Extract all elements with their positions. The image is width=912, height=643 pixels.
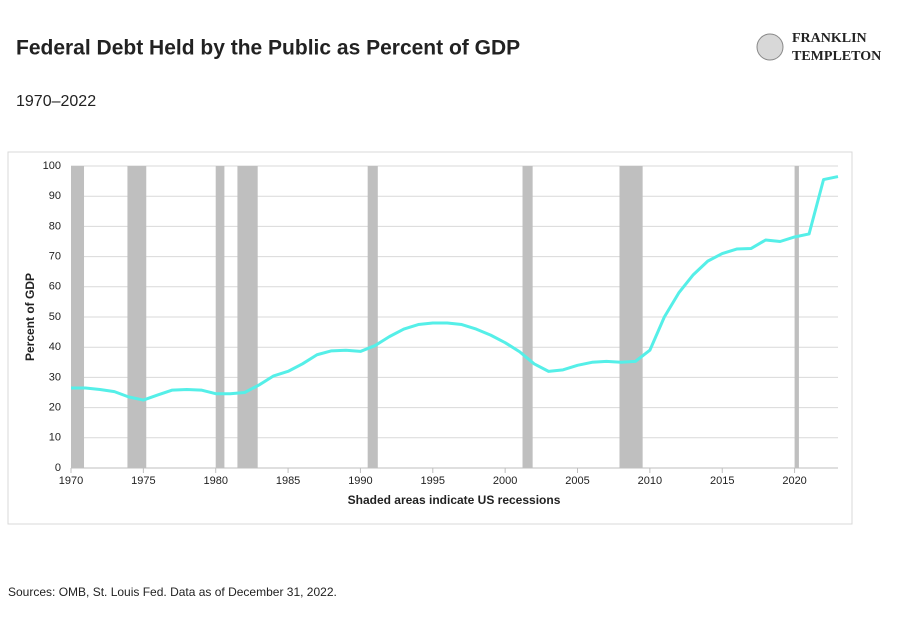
x-tick-label: 1995 <box>421 475 445 487</box>
x-tick-label: 1975 <box>131 475 155 487</box>
y-tick-label: 90 <box>49 190 61 202</box>
recession-band <box>522 166 533 468</box>
source-note: Sources: OMB, St. Louis Fed. Data as of … <box>8 585 337 599</box>
y-tick-label: 10 <box>49 432 61 444</box>
chart-frame <box>7 151 853 525</box>
y-tick-label: 30 <box>49 371 61 383</box>
data-line <box>71 175 839 402</box>
x-tick-label: 1970 <box>59 475 83 487</box>
x-axis-label: Shaded areas indicate US recessions <box>348 493 561 507</box>
y-tick-label: 20 <box>49 402 61 414</box>
y-tick-label: 0 <box>55 462 61 474</box>
x-tick-label: 2020 <box>782 475 806 487</box>
recession-band <box>71 166 85 468</box>
x-tick-label: 2010 <box>638 475 662 487</box>
y-tick-label: 40 <box>49 341 61 353</box>
x-tick-label: 2015 <box>710 475 734 487</box>
y-tick-label: 70 <box>49 251 61 263</box>
recession-band <box>367 166 378 468</box>
x-tick-label: 2005 <box>565 475 589 487</box>
recession-band <box>619 166 643 468</box>
x-tick-label: 2000 <box>493 475 517 487</box>
chart-title: Federal Debt Held by the Public as Perce… <box>16 37 520 60</box>
recession-band <box>215 166 225 468</box>
y-tick-label: 50 <box>49 311 61 323</box>
recession-band <box>794 166 799 468</box>
y-tick-label: 80 <box>49 220 61 232</box>
chart-subtitle: 1970–2022 <box>16 93 96 110</box>
y-tick-label: 60 <box>49 281 61 293</box>
recession-band <box>237 166 258 468</box>
brand-icon <box>756 33 784 61</box>
recession-band <box>127 166 147 468</box>
y-axis-label: Percent of GDP <box>23 273 37 361</box>
y-tick-label: 100 <box>43 160 61 172</box>
brand-name: FRANKLIN <box>792 31 867 46</box>
x-tick-label: 1980 <box>203 475 227 487</box>
x-tick-label: 1985 <box>276 475 300 487</box>
x-tick-label: 1990 <box>348 475 372 487</box>
brand-name: TEMPLETON <box>792 49 881 64</box>
